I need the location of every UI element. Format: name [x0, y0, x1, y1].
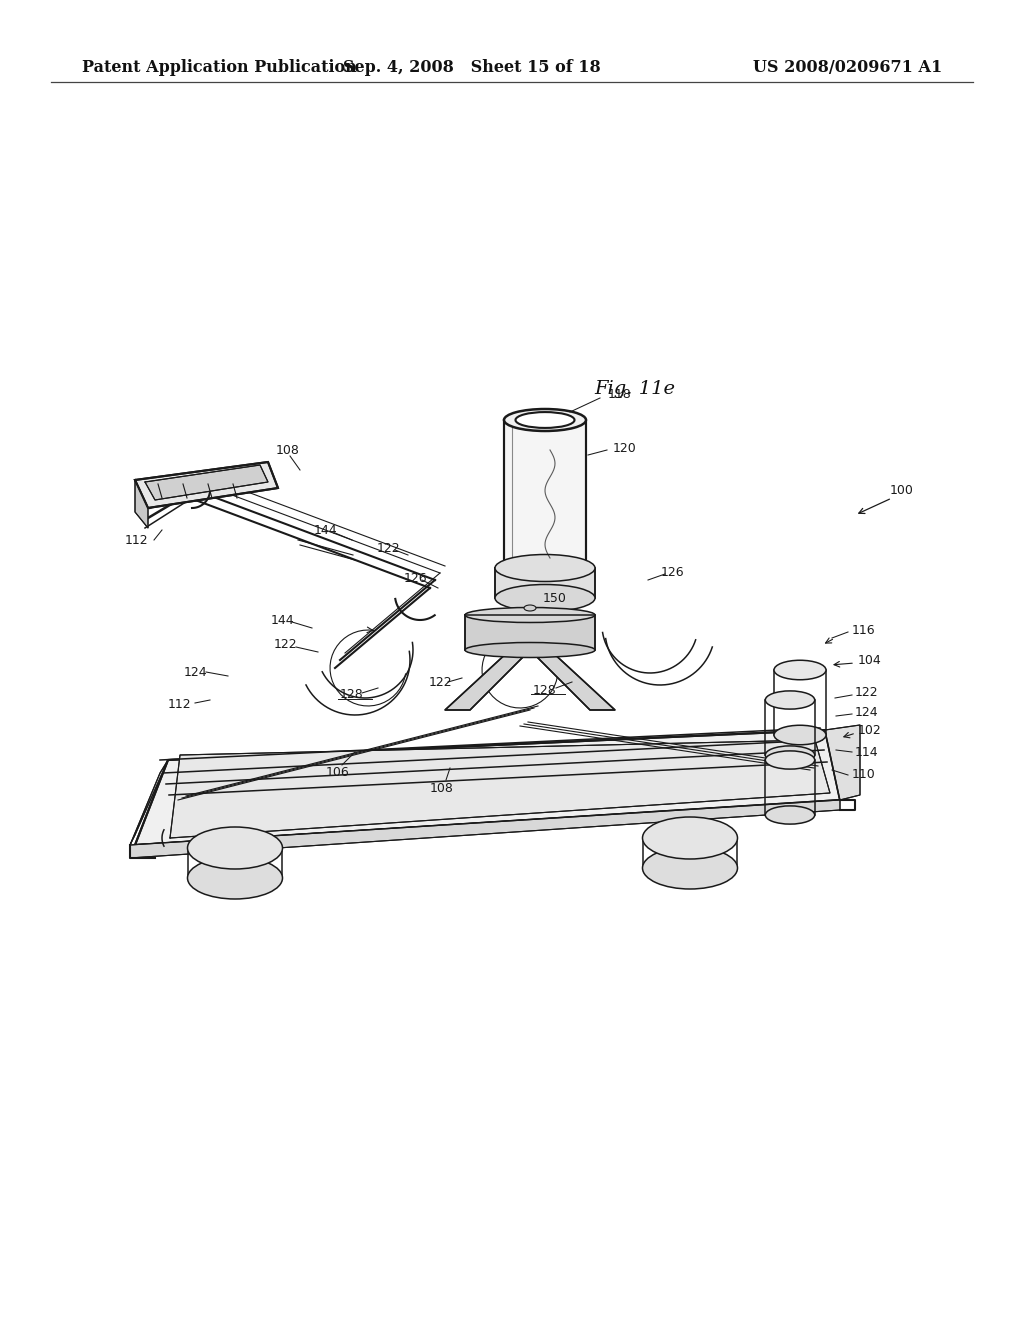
Text: Patent Application Publication: Patent Application Publication	[82, 59, 356, 77]
Text: 122: 122	[273, 639, 297, 652]
Text: 128: 128	[340, 689, 364, 701]
Ellipse shape	[642, 847, 737, 888]
Text: 112: 112	[124, 533, 148, 546]
Text: Sep. 4, 2008   Sheet 15 of 18: Sep. 4, 2008 Sheet 15 of 18	[343, 59, 601, 77]
Text: 104: 104	[858, 653, 882, 667]
Polygon shape	[495, 568, 595, 598]
Ellipse shape	[765, 746, 815, 764]
Ellipse shape	[495, 585, 595, 611]
Text: 150: 150	[543, 591, 567, 605]
Text: 122: 122	[855, 686, 879, 700]
Ellipse shape	[765, 690, 815, 709]
Text: 128: 128	[534, 684, 557, 697]
Text: 108: 108	[276, 444, 300, 457]
Ellipse shape	[504, 409, 586, 432]
Text: 120: 120	[613, 441, 637, 454]
Polygon shape	[530, 649, 615, 710]
Polygon shape	[504, 420, 586, 579]
Text: 100: 100	[890, 483, 913, 496]
Text: 106: 106	[326, 766, 350, 779]
Ellipse shape	[187, 828, 283, 869]
Text: 102: 102	[858, 723, 882, 737]
Polygon shape	[465, 615, 595, 649]
Ellipse shape	[465, 643, 595, 657]
Text: 144: 144	[270, 614, 294, 627]
Text: 126: 126	[403, 572, 427, 585]
Polygon shape	[445, 649, 530, 710]
Text: 114: 114	[855, 746, 879, 759]
Ellipse shape	[515, 412, 574, 428]
Ellipse shape	[642, 817, 737, 859]
Text: 126: 126	[660, 565, 684, 578]
Polygon shape	[825, 725, 860, 800]
Text: 110: 110	[852, 768, 876, 781]
Text: 124: 124	[183, 665, 207, 678]
Text: 108: 108	[430, 781, 454, 795]
Text: US 2008/0209671 A1: US 2008/0209671 A1	[753, 59, 942, 77]
Text: 112: 112	[168, 698, 191, 711]
Text: 122: 122	[376, 541, 399, 554]
Text: 124: 124	[855, 705, 879, 718]
Text: 144: 144	[313, 524, 337, 536]
Polygon shape	[130, 800, 840, 858]
Polygon shape	[135, 730, 840, 845]
Ellipse shape	[465, 607, 595, 623]
Ellipse shape	[765, 807, 815, 824]
Text: 122: 122	[428, 676, 452, 689]
Ellipse shape	[774, 660, 826, 680]
Text: 118: 118	[608, 388, 632, 401]
Ellipse shape	[524, 605, 536, 611]
Polygon shape	[135, 462, 278, 508]
Ellipse shape	[765, 751, 815, 770]
Text: Fig. 11e: Fig. 11e	[594, 380, 676, 399]
Ellipse shape	[774, 725, 826, 744]
Polygon shape	[145, 465, 268, 500]
Polygon shape	[135, 480, 148, 528]
Ellipse shape	[187, 857, 283, 899]
Polygon shape	[130, 760, 168, 845]
Ellipse shape	[495, 554, 595, 582]
Text: 116: 116	[852, 623, 876, 636]
Polygon shape	[170, 741, 830, 838]
